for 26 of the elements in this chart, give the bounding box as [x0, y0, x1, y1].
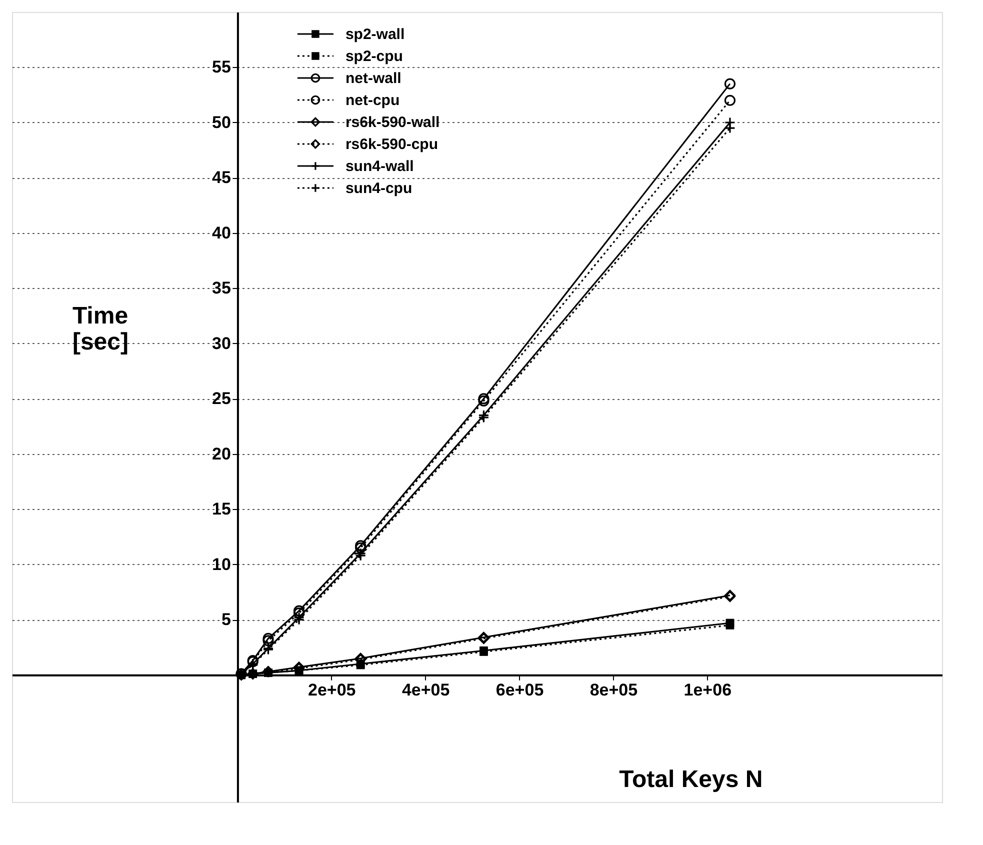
y-tick-label: 15 — [212, 500, 231, 519]
y-tick-label: 30 — [212, 334, 231, 353]
y-tick-label: 25 — [212, 389, 231, 408]
legend-label: net-wall — [345, 70, 402, 87]
y-tick-label: 35 — [212, 278, 231, 298]
x-axis-title: Total Keys N — [619, 766, 763, 793]
y-axis-title: Time [sec] — [72, 302, 128, 356]
y-tick-label: 40 — [212, 223, 231, 242]
legend-label: sp2-cpu — [345, 48, 403, 65]
y-tick-label: 55 — [212, 58, 231, 77]
x-tick-label: 6e+05 — [496, 680, 544, 700]
y-tick-label: 5 — [221, 610, 231, 630]
x-tick-label: 8e+05 — [590, 680, 638, 700]
x-tick-label: 2e+05 — [308, 680, 356, 700]
legend-label: sp2-wall — [345, 26, 405, 43]
x-tick-label: 4e+05 — [402, 680, 450, 700]
y-tick-label: 50 — [212, 112, 231, 132]
legend-label: sun4-wall — [345, 158, 414, 175]
y-tick-label: 20 — [212, 444, 231, 464]
legend-label: net-cpu — [345, 92, 400, 109]
legend-label: sun4-cpu — [345, 180, 412, 197]
y-tick-label: 10 — [212, 554, 231, 574]
y-tick-label: 45 — [212, 168, 231, 188]
legend-label: rs6k-590-wall — [345, 114, 440, 131]
legend-label: rs6k-590-cpu — [345, 136, 438, 153]
x-tick-label: 1e+06 — [684, 680, 732, 700]
